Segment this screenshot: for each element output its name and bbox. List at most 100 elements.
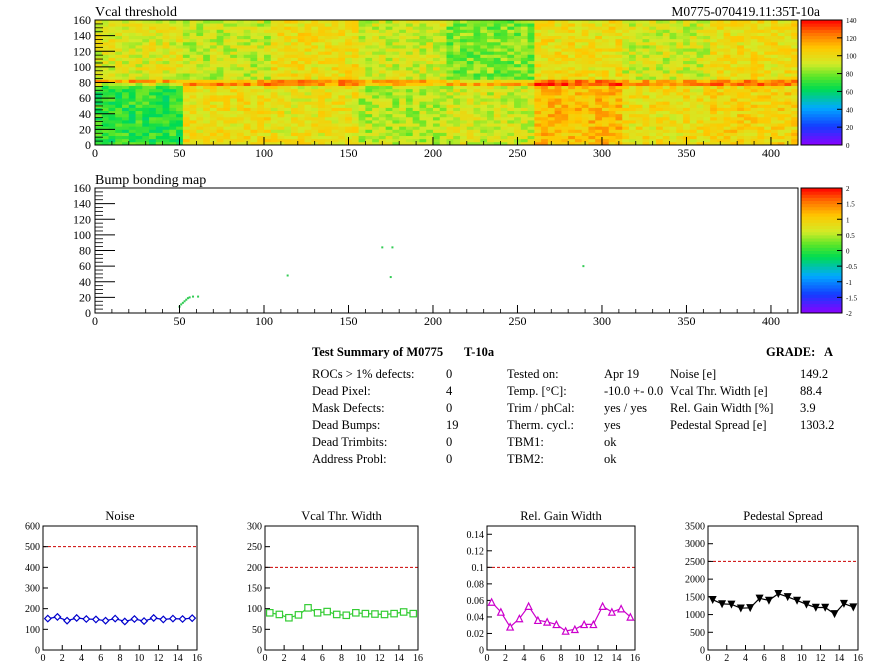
heatmap-cell [466, 138, 474, 143]
heatmap-cell [581, 135, 589, 140]
heatmap-cell [473, 82, 481, 87]
heatmap-cell [142, 104, 150, 108]
heatmap-cell [203, 38, 211, 43]
heatmap-cell [378, 57, 387, 62]
x-tick-label: 250 [508, 146, 526, 160]
heatmap-cell [676, 29, 684, 33]
heatmap-cell [460, 85, 468, 90]
heatmap-cell [676, 129, 684, 133]
heatmap-cell [547, 73, 556, 77]
heatmap-cell [392, 85, 400, 90]
heatmap-cell [710, 95, 718, 99]
heatmap-cell [453, 54, 461, 58]
heatmap-cell [547, 104, 556, 108]
heatmap-cell [392, 98, 400, 102]
heatmap-cell [243, 20, 251, 24]
heatmap-cell [230, 91, 238, 96]
heatmap-cell [500, 66, 508, 71]
heatmap-cell [473, 126, 481, 130]
heatmap-cell [311, 132, 319, 137]
heatmap-cell [669, 20, 677, 24]
heatmap-cell [527, 123, 535, 127]
heatmap-cell [243, 135, 251, 140]
heatmap-cell [541, 70, 549, 74]
heatmap-cell [432, 95, 441, 99]
heatmap-cell [257, 32, 265, 37]
heatmap-cell [669, 123, 677, 127]
heatmap-cell [500, 41, 508, 46]
heatmap-cell [480, 138, 488, 143]
x-tick-label: 8 [559, 653, 564, 664]
heatmap-cell [135, 82, 143, 87]
heatmap-cell [176, 107, 184, 112]
heatmap-cell [568, 73, 576, 77]
heatmap-cell [412, 116, 420, 121]
heatmap-cell [507, 101, 515, 105]
heatmap-cell [527, 104, 535, 108]
heatmap-cell [243, 85, 251, 90]
heatmap-cell [270, 85, 278, 90]
heatmap-cell [426, 135, 434, 140]
heatmap-cell [784, 129, 792, 133]
heatmap-cell [500, 20, 508, 24]
heatmap-cell [216, 85, 224, 90]
heatmap-cell [608, 26, 616, 30]
heatmap-cell [122, 20, 130, 24]
heatmap-cell [236, 138, 245, 143]
heatmap-cell [291, 82, 299, 87]
heatmap-cell [764, 38, 772, 43]
heatmap-cell [399, 135, 407, 140]
heatmap-cell [710, 88, 718, 93]
palette-cell [801, 213, 842, 217]
heatmap-cell [216, 110, 224, 115]
heatmap-cell [487, 48, 495, 52]
heatmap-cell [169, 29, 177, 33]
heatmap-cell [595, 138, 603, 143]
heatmap-cell [155, 45, 163, 49]
heatmap-cell [554, 54, 562, 58]
data-point [409, 609, 418, 618]
heatmap-cell [716, 132, 725, 137]
condition-label: Tested on: [507, 367, 559, 381]
heatmap-cell [331, 48, 339, 52]
heatmap-cell [257, 23, 265, 27]
heatmap-cell [128, 116, 136, 121]
data-point [598, 601, 607, 610]
heatmap-cell [203, 60, 211, 65]
heatmap-cell [135, 113, 143, 118]
heatmap-cell [716, 73, 725, 77]
heatmap-cell [115, 76, 123, 80]
heatmap-cell [128, 29, 136, 33]
heatmap-cell [439, 85, 447, 90]
y-tick-label: 100 [73, 60, 91, 74]
heatmap-cell [696, 123, 704, 127]
heatmap-cell [716, 107, 725, 112]
heatmap-cell [784, 123, 792, 127]
heatmap-cell [378, 95, 387, 99]
heatmap-cell [737, 66, 745, 71]
heatmap-cell [385, 95, 393, 99]
heatmap-cell [426, 54, 434, 58]
heatmap-cell [737, 88, 745, 93]
heatmap-cell [514, 20, 522, 24]
heatmap-cell [142, 110, 150, 115]
heatmap-cell [446, 76, 454, 80]
heatmap-cell [162, 123, 170, 127]
heatmap-cell [365, 101, 373, 105]
heatmap-cell [270, 45, 278, 49]
heatmap-cell [527, 35, 535, 40]
heatmap-cell [331, 60, 339, 65]
heatmap-cell [209, 104, 218, 108]
heatmap-cell [399, 126, 407, 130]
heatmap-cell [122, 98, 130, 102]
heatmap-cell [345, 63, 353, 68]
heatmap-cell [196, 26, 204, 30]
heatmap-cell [568, 76, 576, 80]
palette-tick-label: 140 [846, 17, 857, 25]
heatmap-cell [676, 132, 684, 137]
heatmap-cell [595, 23, 603, 27]
heatmap-cell [595, 76, 603, 80]
heatmap-cell [149, 23, 157, 27]
heatmap-cell [723, 32, 731, 37]
heatmap-cell [162, 70, 170, 74]
